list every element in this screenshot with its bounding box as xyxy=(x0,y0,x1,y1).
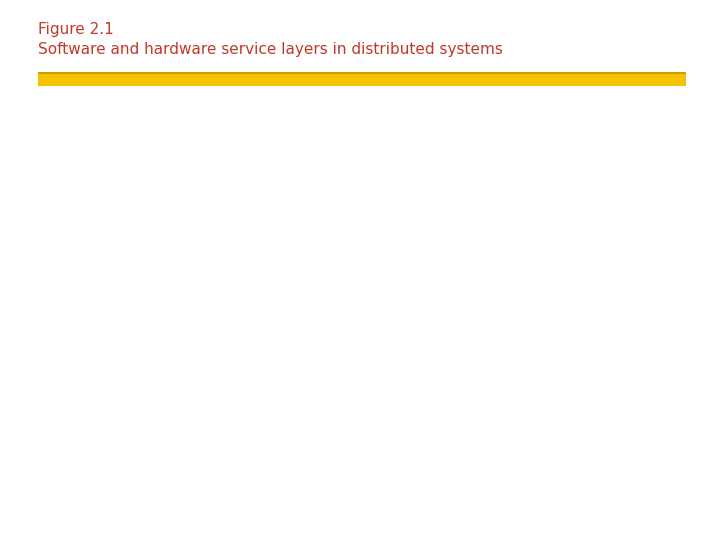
Text: Software and hardware service layers in distributed systems: Software and hardware service layers in … xyxy=(38,42,503,57)
Bar xyxy=(38,72,686,86)
Bar xyxy=(38,72,686,74)
Text: Figure 2.1: Figure 2.1 xyxy=(38,22,114,37)
